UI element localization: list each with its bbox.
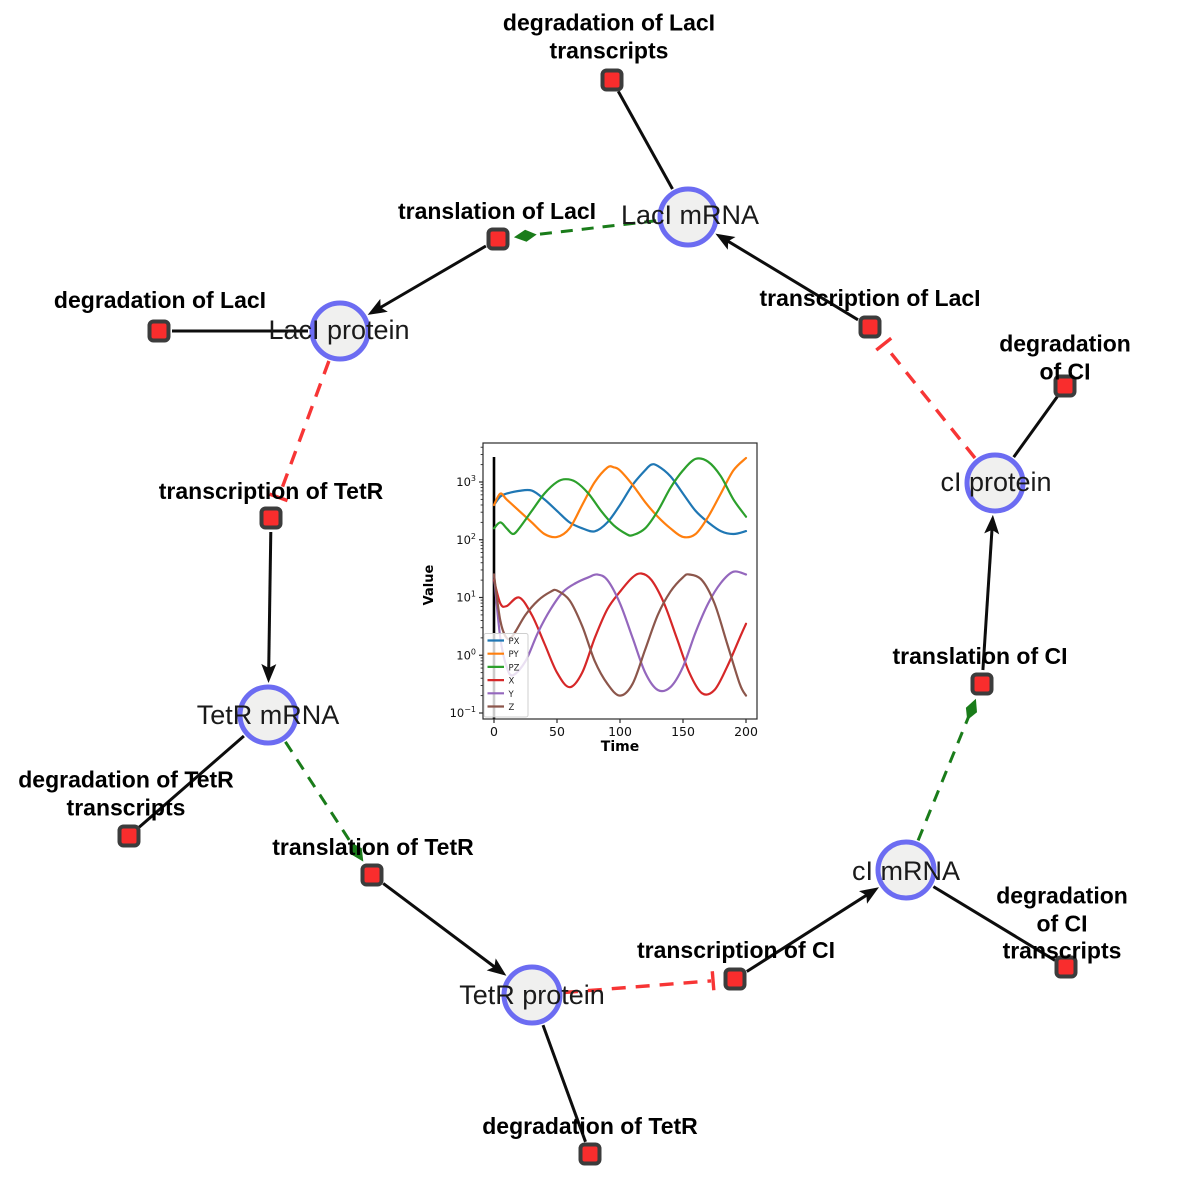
species-label-laci-mrna: LacI mRNA: [620, 199, 760, 230]
x-tick-label: 200: [734, 724, 758, 739]
reaction-label-deg-laci: degradation of LacI: [53, 287, 267, 314]
reaction-label-txn-laci: transcription of LacI: [759, 285, 981, 312]
reaction-node-deg-laci[interactable]: [147, 319, 171, 343]
reaction-node-deg-ci-tx[interactable]: [1054, 955, 1078, 979]
edge-modifier-laci-mrna-to-transl-laci: [525, 219, 657, 238]
edge-plain-laci-mrna-to-deg-laci-tx: [616, 90, 674, 190]
reaction-node-txn-laci[interactable]: [858, 315, 882, 339]
legend-label-x: X: [509, 677, 515, 687]
series-line-z: [492, 573, 748, 697]
arrowhead-icon: [984, 514, 1000, 535]
x-tick-label: 50: [549, 724, 565, 739]
edge-arrow-transl-ci-to-ci-protein: [981, 527, 994, 671]
modifier-diamond-icon: [513, 229, 537, 242]
species-node-ci-mrna[interactable]: [875, 839, 937, 901]
edge-arrow-transl-laci-to-laci-protein: [378, 244, 487, 310]
inhibition-tee-icon: [710, 971, 716, 991]
reaction-node-deg-ci[interactable]: [1053, 374, 1077, 398]
reaction-label-deg-ci-tx: degradation of CI transcripts: [996, 882, 1128, 964]
series-line-px: [492, 463, 748, 536]
edge-arrow-transl-tetr-to-tetr-protein: [382, 882, 497, 970]
reaction-label-transl-ci: translation of CI: [892, 643, 1068, 670]
series-line-pz: [492, 457, 748, 537]
timeseries-inset-plot: 10−1 100 101 102 103 0 50 100 150 200 Time Value PX P…: [422, 442, 758, 755]
y-tick-label: 102: [456, 532, 476, 547]
edge-modifier-tetr-mrna-to-transl-tetr: [284, 740, 358, 853]
species-node-laci-mrna[interactable]: [657, 186, 719, 248]
y-tick-label: 100: [456, 647, 476, 662]
species-node-ci-protein[interactable]: [964, 452, 1026, 514]
reaction-label-deg-tetr-tx: degradation of TetR transcripts: [18, 766, 234, 820]
species-node-tetr-mrna[interactable]: [237, 684, 299, 746]
y-tick-label: 103: [456, 474, 476, 489]
reaction-label-txn-ci: transcription of CI: [636, 937, 836, 964]
inhibition-tee-icon: [875, 336, 893, 352]
species-node-tetr-protein[interactable]: [501, 964, 563, 1026]
y-axis-label: Value: [422, 564, 437, 605]
legend-label-pz: PZ: [509, 663, 520, 673]
y-tick-label: 101: [456, 590, 476, 605]
x-axis-label: Time: [601, 739, 639, 755]
legend-label-y: Y: [508, 690, 515, 700]
x-tick-label: 150: [671, 724, 695, 739]
x-tick-label: 100: [608, 724, 632, 739]
edge-arrow-txn-tetr-to-tetr-mrna: [267, 531, 273, 671]
reaction-label-txn-tetr: transcription of TetR: [158, 478, 384, 505]
reaction-node-txn-ci[interactable]: [723, 967, 747, 991]
series-line-x: [492, 572, 748, 696]
arrowhead-icon: [859, 887, 879, 904]
reaction-node-deg-laci-tx[interactable]: [600, 68, 624, 92]
modifier-diamond-icon: [350, 842, 364, 862]
species-label-tetr-protein: TetR protein: [459, 979, 605, 1010]
reaction-label-deg-tetr: degradation of TetR: [482, 1113, 698, 1140]
legend-label-py: PY: [509, 650, 520, 660]
series-line-py: [492, 456, 748, 539]
edge-modifier-ci-mrna-to-transl-ci: [916, 709, 973, 841]
arrowhead-icon: [261, 663, 277, 683]
edge-arrow-txn-laci-to-laci-mrna: [725, 239, 859, 322]
edge-plain-tetr-mrna-to-deg-tetr-tx: [137, 734, 245, 829]
x-tick-label: 0: [490, 724, 498, 739]
modifier-diamond-icon: [965, 698, 977, 721]
species-node-laci-protein[interactable]: [309, 300, 371, 362]
reaction-node-transl-ci[interactable]: [970, 672, 994, 696]
reaction-node-transl-laci[interactable]: [486, 227, 510, 251]
legend-label-px: PX: [509, 637, 520, 647]
species-label-ci-protein: cI protein: [940, 466, 1052, 497]
reaction-node-transl-tetr[interactable]: [360, 863, 384, 887]
edge-plain-tetr-protein-to-deg-tetr: [541, 1024, 587, 1143]
reaction-node-txn-tetr[interactable]: [259, 506, 283, 530]
edge-arrow-txn-ci-to-ci-mrna: [745, 892, 869, 973]
reaction-label-deg-laci-tx: degradation of LacI transcripts: [502, 9, 716, 63]
edge-plain-ci-mrna-to-deg-ci-tx: [932, 885, 1056, 962]
species-label-ci-mrna: cI mRNA: [852, 855, 960, 886]
arrowhead-icon: [715, 233, 736, 250]
arrowhead-icon: [486, 958, 507, 976]
reaction-node-deg-tetr[interactable]: [578, 1142, 602, 1166]
reaction-label-transl-tetr: translation of TetR: [272, 834, 474, 861]
reaction-label-transl-laci: translation of LacI: [397, 198, 597, 225]
edge-plain-ci-protein-to-deg-ci: [1012, 395, 1059, 458]
legend-box: [483, 633, 529, 718]
reaction-node-deg-tetr-tx[interactable]: [117, 824, 141, 848]
reaction-label-deg-ci: degradation of CI: [999, 330, 1131, 384]
inhibition-tee-icon: [269, 492, 289, 503]
arrowhead-icon: [367, 298, 388, 315]
legend-label-z: Z: [509, 703, 515, 713]
species-label-tetr-mrna: TetR mRNA: [196, 699, 340, 730]
y-tick-label: 10−1: [450, 705, 476, 720]
edge-inhibition-tetr-protein-to-txn-ci: [563, 979, 712, 995]
species-label-laci-protein: LacI protein: [268, 314, 410, 345]
